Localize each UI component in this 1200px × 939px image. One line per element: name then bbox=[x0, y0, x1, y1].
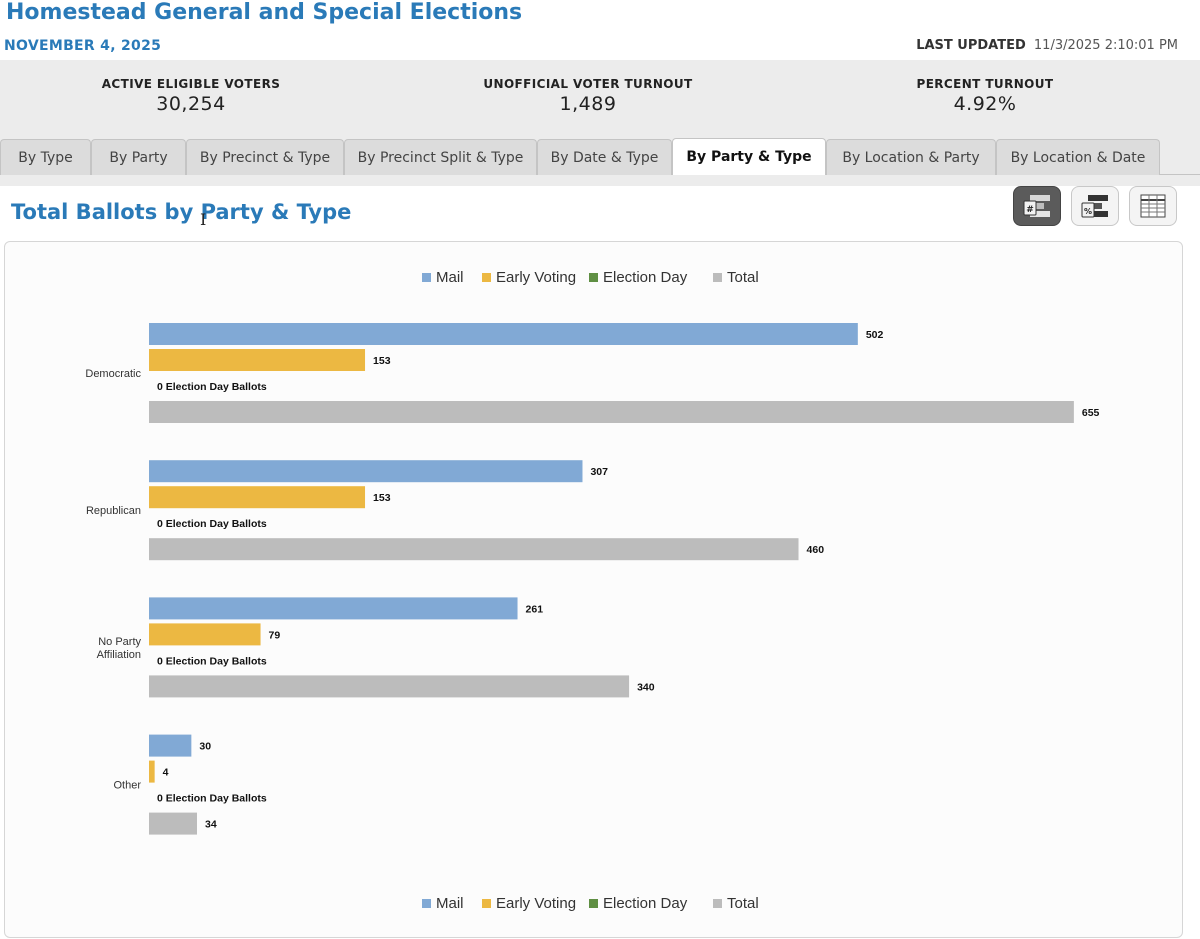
legend-swatch-top bbox=[713, 273, 722, 282]
legend-swatch-top bbox=[422, 273, 431, 282]
tab-by-location-date[interactable]: By Location & Date bbox=[996, 139, 1160, 175]
table-view-button[interactable] bbox=[1129, 186, 1177, 226]
tab-by-precinct-split-type[interactable]: By Precinct Split & Type bbox=[344, 139, 537, 175]
tab-by-location-party[interactable]: By Location & Party bbox=[826, 139, 996, 175]
stat-value: 1,489 bbox=[559, 93, 617, 115]
legend-swatch-bottom bbox=[422, 899, 431, 908]
legend-label-bottom: Election Day bbox=[603, 895, 688, 912]
data-label: 460 bbox=[807, 544, 825, 556]
table-view-icon bbox=[1140, 194, 1166, 218]
bar-early-voting bbox=[149, 623, 261, 646]
last-updated-value: 11/3/2025 2:10:01 PM bbox=[1033, 38, 1178, 53]
bar-total bbox=[149, 401, 1074, 423]
section-title: Total Ballots by Party & Type bbox=[11, 200, 352, 224]
category-label: Affiliation bbox=[97, 649, 141, 661]
category-label: Democratic bbox=[85, 368, 141, 380]
tab-by-type[interactable]: By Type bbox=[0, 139, 91, 175]
data-label: 153 bbox=[373, 355, 391, 367]
bar-early-voting bbox=[149, 760, 155, 783]
data-label: 153 bbox=[373, 492, 391, 504]
zero-value-label: 0 Election Day Ballots bbox=[157, 381, 267, 393]
category-label: Republican bbox=[86, 505, 141, 517]
tab-by-precinct-type[interactable]: By Precinct & Type bbox=[186, 139, 344, 175]
data-label: 79 bbox=[269, 629, 281, 641]
bar-mail bbox=[149, 597, 518, 620]
stat-label: PERCENT TURNOUT bbox=[916, 77, 1054, 91]
count-chart-button[interactable]: # bbox=[1013, 186, 1061, 226]
legend-label-bottom: Mail bbox=[436, 895, 464, 912]
data-label: 502 bbox=[866, 329, 884, 341]
party-type-bar-chart: Mail Early Voting Election Day Total Mail Ear… bbox=[85, 269, 1100, 912]
tab-by-party[interactable]: By Party bbox=[91, 139, 186, 175]
data-label: 655 bbox=[1082, 407, 1100, 419]
stat-percent-turnout: PERCENT TURNOUT 4.92% bbox=[835, 77, 1135, 115]
svg-text:%: % bbox=[1084, 207, 1092, 216]
data-label: 261 bbox=[526, 603, 544, 615]
last-updated-label: LAST UPDATED bbox=[916, 38, 1026, 53]
legend-label-top: Election Day bbox=[603, 269, 688, 286]
stat-value: 4.92% bbox=[953, 93, 1017, 115]
zero-value-label: 0 Election Day Ballots bbox=[157, 793, 267, 805]
data-label: 34 bbox=[205, 819, 217, 831]
legend-label-top: Total bbox=[727, 269, 759, 286]
election-date: NOVEMBER 4, 2025 bbox=[4, 38, 162, 54]
chart-panel: Mail Early Voting Election Day Total Mail Ear… bbox=[4, 241, 1183, 938]
text-cursor-icon: I bbox=[200, 210, 207, 229]
last-updated: LAST UPDATED 11/3/2025 2:10:01 PM bbox=[916, 38, 1178, 53]
tab-by-date-type[interactable]: By Date & Type bbox=[537, 139, 672, 175]
data-label: 340 bbox=[637, 681, 655, 693]
legend-swatch-top bbox=[589, 273, 598, 282]
svg-text:#: # bbox=[1026, 205, 1034, 215]
bar-mail bbox=[149, 323, 858, 345]
stat-label: ACTIVE ELIGIBLE VOTERS bbox=[101, 77, 281, 91]
zero-value-label: 0 Election Day Ballots bbox=[157, 655, 267, 667]
bar-total bbox=[149, 812, 198, 835]
category-label: Other bbox=[113, 780, 141, 792]
bar-early-voting bbox=[149, 349, 366, 371]
percent-chart-icon: % bbox=[1081, 195, 1108, 218]
stat-value: 30,254 bbox=[156, 93, 226, 115]
legend-swatch-bottom bbox=[713, 899, 722, 908]
legend-label-top: Mail bbox=[436, 269, 464, 286]
data-label: 30 bbox=[199, 741, 211, 753]
legend-label-bottom: Total bbox=[727, 895, 759, 912]
bar-mail bbox=[149, 460, 583, 483]
tab-by-party-type[interactable]: By Party & Type bbox=[672, 138, 826, 175]
legend-swatch-top bbox=[482, 273, 491, 282]
page-title: Homestead General and Special Elections bbox=[6, 0, 523, 25]
legend-swatch-bottom bbox=[482, 899, 491, 908]
category-label: No Party bbox=[98, 636, 141, 648]
bar-total bbox=[149, 675, 630, 698]
bar-mail bbox=[149, 734, 192, 757]
stat-label: UNOFFICIAL VOTER TURNOUT bbox=[483, 77, 693, 91]
bar-total bbox=[149, 538, 799, 561]
data-label: 4 bbox=[163, 767, 169, 779]
count-chart-icon: # bbox=[1023, 195, 1050, 217]
legend-label-bottom: Early Voting bbox=[496, 895, 576, 912]
bar-early-voting bbox=[149, 486, 366, 509]
legend-label-top: Early Voting bbox=[496, 269, 576, 286]
data-label: 307 bbox=[590, 466, 608, 478]
stat-active-voters: ACTIVE ELIGIBLE VOTERS 30,254 bbox=[41, 77, 341, 115]
percent-chart-button[interactable]: % bbox=[1071, 186, 1119, 226]
zero-value-label: 0 Election Day Ballots bbox=[157, 518, 267, 530]
stat-voter-turnout: UNOFFICIAL VOTER TURNOUT 1,489 bbox=[438, 77, 738, 115]
legend-swatch-bottom bbox=[589, 899, 598, 908]
